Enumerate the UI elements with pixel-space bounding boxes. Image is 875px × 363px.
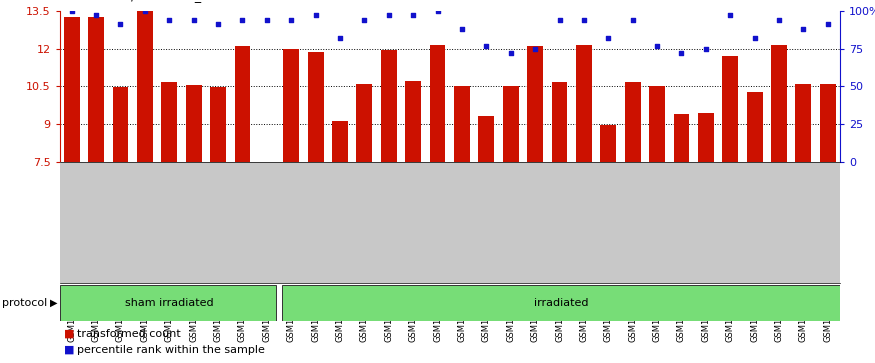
Text: irradiated: irradiated bbox=[534, 298, 588, 308]
Point bbox=[382, 12, 396, 18]
Bar bbox=[503, 86, 519, 162]
Point bbox=[577, 17, 591, 23]
Point bbox=[89, 12, 103, 18]
Point bbox=[235, 17, 249, 23]
Point bbox=[504, 50, 518, 56]
Text: transformed count: transformed count bbox=[77, 329, 181, 339]
Bar bbox=[746, 93, 762, 162]
Point bbox=[528, 46, 542, 52]
Point bbox=[186, 17, 200, 23]
Bar bbox=[649, 86, 665, 162]
Bar bbox=[88, 17, 104, 162]
Bar bbox=[795, 84, 811, 162]
Point bbox=[796, 26, 810, 32]
Bar bbox=[113, 87, 129, 162]
Text: ▶: ▶ bbox=[50, 298, 58, 308]
Text: ■: ■ bbox=[64, 345, 74, 355]
Point bbox=[772, 17, 786, 23]
Bar bbox=[234, 46, 250, 162]
Point bbox=[626, 17, 640, 23]
Point bbox=[333, 35, 347, 41]
Bar bbox=[308, 52, 324, 162]
Bar bbox=[64, 17, 80, 162]
Point bbox=[357, 17, 371, 23]
Bar bbox=[771, 45, 787, 162]
Bar bbox=[161, 82, 177, 162]
Point bbox=[601, 35, 615, 41]
Bar bbox=[479, 116, 494, 162]
Bar bbox=[576, 45, 592, 162]
Bar bbox=[674, 114, 690, 162]
Point bbox=[552, 17, 566, 23]
Point bbox=[650, 42, 664, 48]
Text: sham irradiated: sham irradiated bbox=[125, 298, 214, 308]
Point bbox=[699, 46, 713, 52]
Text: ■: ■ bbox=[64, 329, 74, 339]
Bar bbox=[723, 56, 738, 162]
Point bbox=[211, 21, 225, 27]
Point bbox=[65, 8, 79, 14]
Bar bbox=[282, 285, 840, 321]
Bar bbox=[210, 87, 226, 162]
Point bbox=[260, 17, 274, 23]
Text: protocol: protocol bbox=[2, 298, 47, 308]
Bar bbox=[332, 121, 348, 162]
Text: GDS4768 / 1427040_at: GDS4768 / 1427040_at bbox=[68, 0, 214, 2]
Point bbox=[430, 8, 444, 14]
Point bbox=[747, 35, 761, 41]
Point bbox=[284, 17, 298, 23]
Point bbox=[406, 12, 420, 18]
Bar bbox=[430, 45, 445, 162]
Point bbox=[455, 26, 469, 32]
Bar bbox=[405, 81, 421, 162]
Point bbox=[480, 42, 494, 48]
Point bbox=[138, 8, 152, 14]
Bar bbox=[551, 82, 567, 162]
Bar bbox=[454, 86, 470, 162]
Bar bbox=[60, 285, 276, 321]
Point bbox=[724, 12, 738, 18]
Bar bbox=[381, 50, 396, 162]
Bar bbox=[284, 49, 299, 162]
Point bbox=[309, 12, 323, 18]
Text: percentile rank within the sample: percentile rank within the sample bbox=[77, 345, 265, 355]
Bar bbox=[698, 113, 714, 162]
Bar bbox=[186, 85, 201, 162]
Point bbox=[162, 17, 176, 23]
Bar bbox=[600, 125, 616, 162]
Point bbox=[821, 21, 835, 27]
Bar bbox=[356, 84, 372, 162]
Bar bbox=[137, 11, 153, 162]
Point bbox=[675, 50, 689, 56]
Bar bbox=[820, 84, 836, 162]
Bar bbox=[625, 82, 640, 162]
Point bbox=[114, 21, 128, 27]
Bar bbox=[528, 46, 543, 162]
